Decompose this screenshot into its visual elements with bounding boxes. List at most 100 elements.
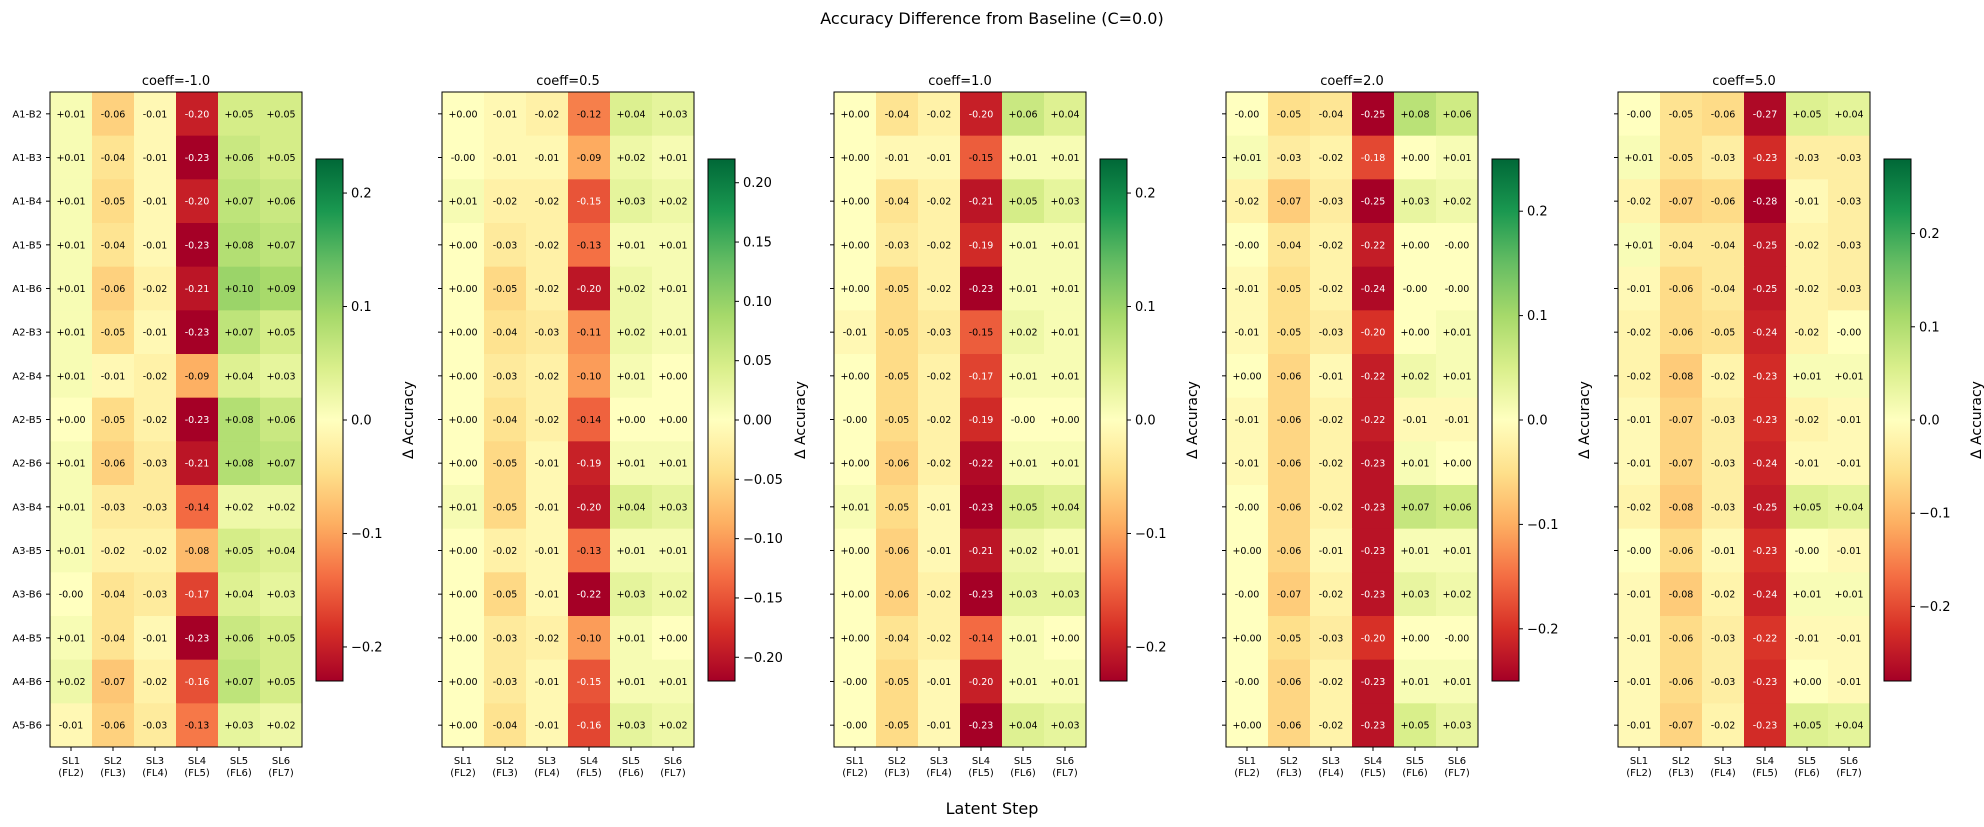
- cell-value-label: -0.02: [1319, 153, 1344, 164]
- heatmap-cell: [918, 441, 961, 486]
- heatmap-panel: coeff=0.5 +0.00 -0.01 -0.02 -0.12 +0.04 +0.03 -…: [438, 74, 809, 779]
- heatmap-cell: [1002, 528, 1045, 573]
- cell-value-label: +0.00: [1232, 721, 1261, 732]
- heatmap-cell: [1044, 441, 1087, 486]
- heatmap-cell: [1744, 310, 1787, 355]
- heatmap-cell: [526, 310, 569, 355]
- heatmap-cell: [526, 659, 569, 704]
- column-label: SL4: [580, 756, 598, 767]
- cell-value-label: -0.03: [1319, 633, 1344, 644]
- column-label: (FL2): [58, 768, 84, 779]
- heatmap-cell: [960, 572, 1003, 617]
- heatmap-cell: [1702, 485, 1745, 530]
- cell-value-label: -0.02: [1319, 240, 1344, 251]
- cell-value-label: +0.00: [1050, 633, 1079, 644]
- heatmap-cell: [176, 397, 219, 442]
- heatmap-cell: [1660, 179, 1703, 224]
- heatmap-cell: [442, 572, 485, 617]
- heatmap-cell: [1744, 703, 1787, 748]
- heatmap-cell: [260, 135, 303, 180]
- heatmap-cell: [1660, 572, 1703, 617]
- colorbar-tick-label: 0.0: [351, 414, 372, 429]
- heatmap-cell: [1044, 310, 1087, 355]
- heatmap-cell: [260, 266, 303, 311]
- column-label: SL1: [846, 756, 864, 767]
- cell-value-label: -0.05: [1669, 109, 1694, 120]
- cell-value-label: +0.01: [56, 459, 85, 470]
- cell-value-label: +0.00: [840, 197, 869, 208]
- cell-value-label: +0.00: [448, 284, 477, 295]
- column-label: (FL2): [842, 768, 868, 779]
- heatmap-cell: [876, 92, 919, 137]
- heatmap-cell: [176, 310, 219, 355]
- cell-value-label: +0.04: [266, 546, 295, 557]
- heatmap-cell: [1618, 397, 1661, 442]
- cell-value-label: +0.01: [1008, 284, 1037, 295]
- cell-value-label: -0.01: [143, 328, 168, 339]
- heatmap-cell: [1828, 485, 1871, 530]
- cell-value-label: -0.01: [1235, 415, 1260, 426]
- cell-value-label: -0.03: [143, 590, 168, 601]
- cell-value-label: +0.05: [266, 677, 295, 688]
- column-label: SL2: [104, 756, 122, 767]
- heatmap-cell: [1828, 92, 1871, 137]
- column-label: (FL2): [1234, 768, 1260, 779]
- cell-value-label: -0.03: [1711, 415, 1736, 426]
- cell-value-label: -0.01: [1319, 371, 1344, 382]
- cell-value-label: +0.07: [266, 240, 295, 251]
- colorbar-tick-label: −0.2: [351, 640, 383, 655]
- cell-value-label: +0.01: [56, 153, 85, 164]
- row-label: A3-B4: [12, 502, 42, 513]
- cell-value-label: +0.01: [658, 459, 687, 470]
- cell-value-label: -0.23: [969, 590, 994, 601]
- heatmap-cell: [1352, 572, 1395, 617]
- heatmap-cell: [1310, 572, 1353, 617]
- cell-value-label: -0.02: [535, 415, 560, 426]
- heatmap-cell: [442, 441, 485, 486]
- cell-value-label: -0.25: [1753, 240, 1778, 251]
- column-label: (FL3): [1668, 768, 1694, 779]
- heatmap-cell: [1660, 223, 1703, 268]
- heatmap-cell: [526, 528, 569, 573]
- cell-value-label: -0.01: [143, 153, 168, 164]
- heatmap-cell: [526, 703, 569, 748]
- cell-value-label: -0.04: [1319, 109, 1344, 120]
- colorbar: [1491, 158, 1520, 682]
- row-label: A1-B6: [12, 284, 42, 295]
- heatmap-cell: [1044, 528, 1087, 573]
- heatmap-cell: [1618, 135, 1661, 180]
- cell-value-label: -0.05: [1277, 633, 1302, 644]
- heatmap-cell: [876, 135, 919, 180]
- heatmap-cell: [1660, 703, 1703, 748]
- heatmap-cell: [1226, 485, 1269, 530]
- cell-value-label: -0.06: [1669, 633, 1694, 644]
- column-label: SL5: [230, 756, 248, 767]
- cell-value-label: -0.05: [885, 371, 910, 382]
- cell-value-label: +0.01: [840, 502, 869, 513]
- cell-value-label: +0.06: [1442, 109, 1471, 120]
- cell-value-label: -0.00: [1235, 240, 1260, 251]
- heatmap-cell: [834, 397, 877, 442]
- heatmap-cell: [1044, 266, 1087, 311]
- cell-value-label: +0.05: [266, 328, 295, 339]
- heatmap-cell: [1702, 354, 1745, 399]
- heatmap-cell: [834, 135, 877, 180]
- cell-value-label: +0.00: [616, 415, 645, 426]
- heatmap-cell: [218, 223, 261, 268]
- column-label: (FL2): [1626, 768, 1652, 779]
- cell-value-label: +0.01: [56, 633, 85, 644]
- heatmap-cell: [610, 223, 653, 268]
- cell-value-label: -0.02: [927, 371, 952, 382]
- heatmap-cell: [1786, 135, 1829, 180]
- heatmap-cell: [526, 223, 569, 268]
- colorbar-tick-label: −0.15: [743, 591, 783, 606]
- cell-value-label: -0.07: [1277, 197, 1302, 208]
- cell-value-label: +0.06: [224, 153, 253, 164]
- colorbar: [1099, 158, 1128, 682]
- column-label: SL1: [62, 756, 80, 767]
- cell-value-label: -0.01: [143, 633, 168, 644]
- heatmap-cell: [1660, 354, 1703, 399]
- cell-value-label: -0.06: [101, 459, 126, 470]
- cell-value-label: -0.23: [1753, 371, 1778, 382]
- colorbar-tick-label: 0.0: [1919, 414, 1940, 429]
